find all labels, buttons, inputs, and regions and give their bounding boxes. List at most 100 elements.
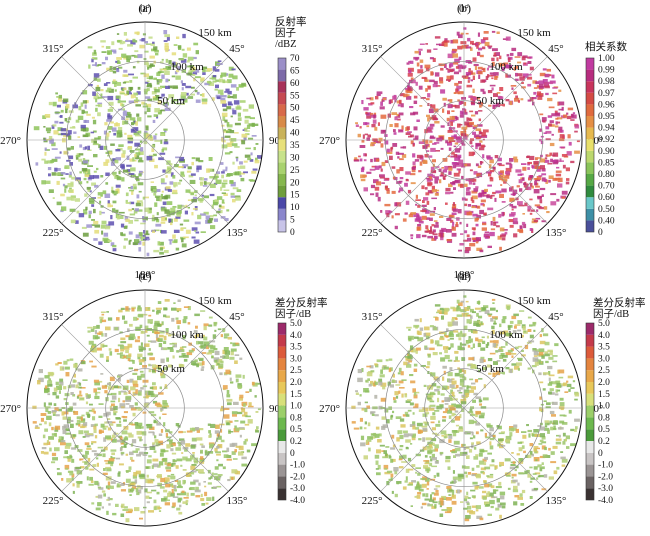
colorbar-segment [278, 346, 286, 359]
colorbar-segment [278, 139, 286, 151]
colorbar-segment [586, 405, 594, 418]
colorbar: 0 0.400.50 0.600.70 0.80 0.850.90 0.920.94 0.9… [585, 54, 615, 238]
azimuth-spoke [463, 324, 548, 409]
colorbar-segment [586, 81, 594, 93]
azimuth-spoke [61, 324, 146, 409]
colorbar-tick-label: 0.92 [598, 135, 615, 145]
colorbar-tick-label: -2.0 [290, 472, 305, 482]
colorbar-title: 因子 [275, 27, 296, 39]
range-ring-label: 150 km [198, 295, 232, 307]
colorbar-tick-label: 2.5 [598, 366, 610, 376]
colorbar-segment [586, 417, 594, 430]
range-ring-label: 100 km [489, 61, 523, 73]
colorbar-segment [586, 334, 594, 347]
colorbar-tick-label: 65 [290, 66, 300, 76]
colorbar-tick-label: 45 [290, 116, 300, 126]
echo-field [33, 30, 263, 257]
colorbar-segment [278, 150, 286, 163]
panel-label: (d) [457, 269, 471, 283]
colorbar-segment [586, 69, 594, 82]
colorbar-segment [586, 488, 594, 500]
colorbar-tick-label: 4.0 [290, 331, 302, 341]
colorbar-frame [585, 322, 595, 501]
panel-label: (b) [457, 1, 471, 15]
colorbar-segment [586, 476, 594, 489]
azimuth-label: 135° [226, 227, 247, 239]
azimuth-spoke [463, 139, 548, 224]
colorbar-frame [277, 322, 287, 501]
colorbar-segment [278, 127, 286, 140]
colorbar-segment [586, 382, 594, 394]
colorbar-tick-label: -2.0 [598, 472, 613, 482]
colorbar-segment [278, 370, 286, 382]
colorbar-tick-label: 0.95 [598, 112, 615, 122]
colorbar-tick-label: 0.2 [290, 437, 302, 447]
colorbar-segment [278, 452, 286, 465]
colorbar-tick-label: 30 [290, 153, 300, 163]
azimuth-label: 225° [362, 495, 383, 507]
colorbar-tick-label: 40 [290, 129, 300, 139]
colorbar-tick-label: 0.85 [598, 158, 615, 168]
colorbar-segment [586, 429, 594, 441]
azimuth-label: 45° [548, 43, 563, 55]
colorbar-segment [278, 208, 286, 221]
colorbar-tick-label: 25 [290, 166, 300, 176]
colorbar-segment [278, 334, 286, 347]
colorbar-tick-label: 0.50 [598, 205, 615, 215]
colorbar-segment [278, 197, 286, 209]
colorbar-segment [278, 174, 286, 186]
colorbar-segment [278, 488, 286, 500]
colorbar-segment [586, 92, 594, 105]
colorbar-segment [586, 346, 594, 359]
colorbar-segment [586, 370, 594, 382]
colorbar-title: 因子/dB [593, 308, 629, 320]
azimuth-label: 270° [0, 403, 21, 415]
azimuth-label: 0° [459, 271, 469, 283]
azimuth-label: 45° [229, 43, 244, 55]
colorbar-tick-label: 3.5 [598, 343, 610, 353]
colorbar-segment [278, 393, 286, 406]
colorbar-segment [586, 116, 594, 128]
colorbar-tick-label: 2.5 [290, 366, 302, 376]
colorbar-tick-label: 3.5 [290, 343, 302, 353]
colorbar-tick-label: 0.80 [598, 170, 615, 180]
colorbar-frame [277, 57, 287, 233]
colorbar: 0 5 10 15 20 25 30 35 40 45 50 55 60 65 70 [277, 54, 300, 238]
azimuth-label: 0° [140, 271, 150, 283]
range-ring-label: 150 km [198, 27, 232, 39]
colorbar-tick-label: -1.0 [290, 461, 305, 471]
colorbar-tick-label: 0.8 [290, 413, 302, 423]
colorbar-tick-label: 0.96 [598, 100, 615, 110]
azimuth-spoke [144, 324, 229, 409]
colorbar-tick-label: 50 [290, 104, 300, 114]
azimuth-spoke [144, 56, 229, 141]
colorbar-tick-label: 0.60 [598, 193, 615, 203]
colorbar-tick-label: 70 [290, 54, 300, 64]
colorbar-tick-label: 0.97 [598, 89, 615, 99]
colorbar-tick-label: 0 [598, 228, 603, 238]
azimuth-label: 315° [43, 311, 64, 323]
colorbar-segment [586, 441, 594, 453]
colorbar-tick-label: 3.0 [598, 354, 610, 364]
azimuth-spoke [61, 407, 146, 492]
radar-panel-b: (b)0°45°90°135°180°225°270°315°50 km100 … [319, 1, 627, 281]
azimuth-label: 315° [362, 311, 383, 323]
azimuth-spoke [463, 56, 548, 141]
colorbar-segment [586, 185, 594, 198]
colorbar-segment [278, 429, 286, 441]
colorbar-title: 反射率 [275, 15, 307, 28]
colorbar-tick-label: 0.5 [290, 425, 302, 435]
colorbar-segment [278, 358, 286, 371]
range-ring-label: 100 km [170, 329, 204, 341]
echo-field [32, 299, 261, 523]
colorbar-segment [586, 174, 594, 186]
colorbar-tick-label: 0.90 [598, 147, 615, 157]
colorbar-segment [278, 476, 286, 489]
radar-panel-a: (a)0°45°90°135°180°225°270°315°50 km100 … [0, 1, 306, 281]
colorbar-tick-label: 60 [290, 79, 300, 89]
colorbar-segment [586, 208, 594, 221]
azimuth-label: 225° [362, 227, 383, 239]
colorbar-tick-label: 5.0 [598, 319, 610, 329]
